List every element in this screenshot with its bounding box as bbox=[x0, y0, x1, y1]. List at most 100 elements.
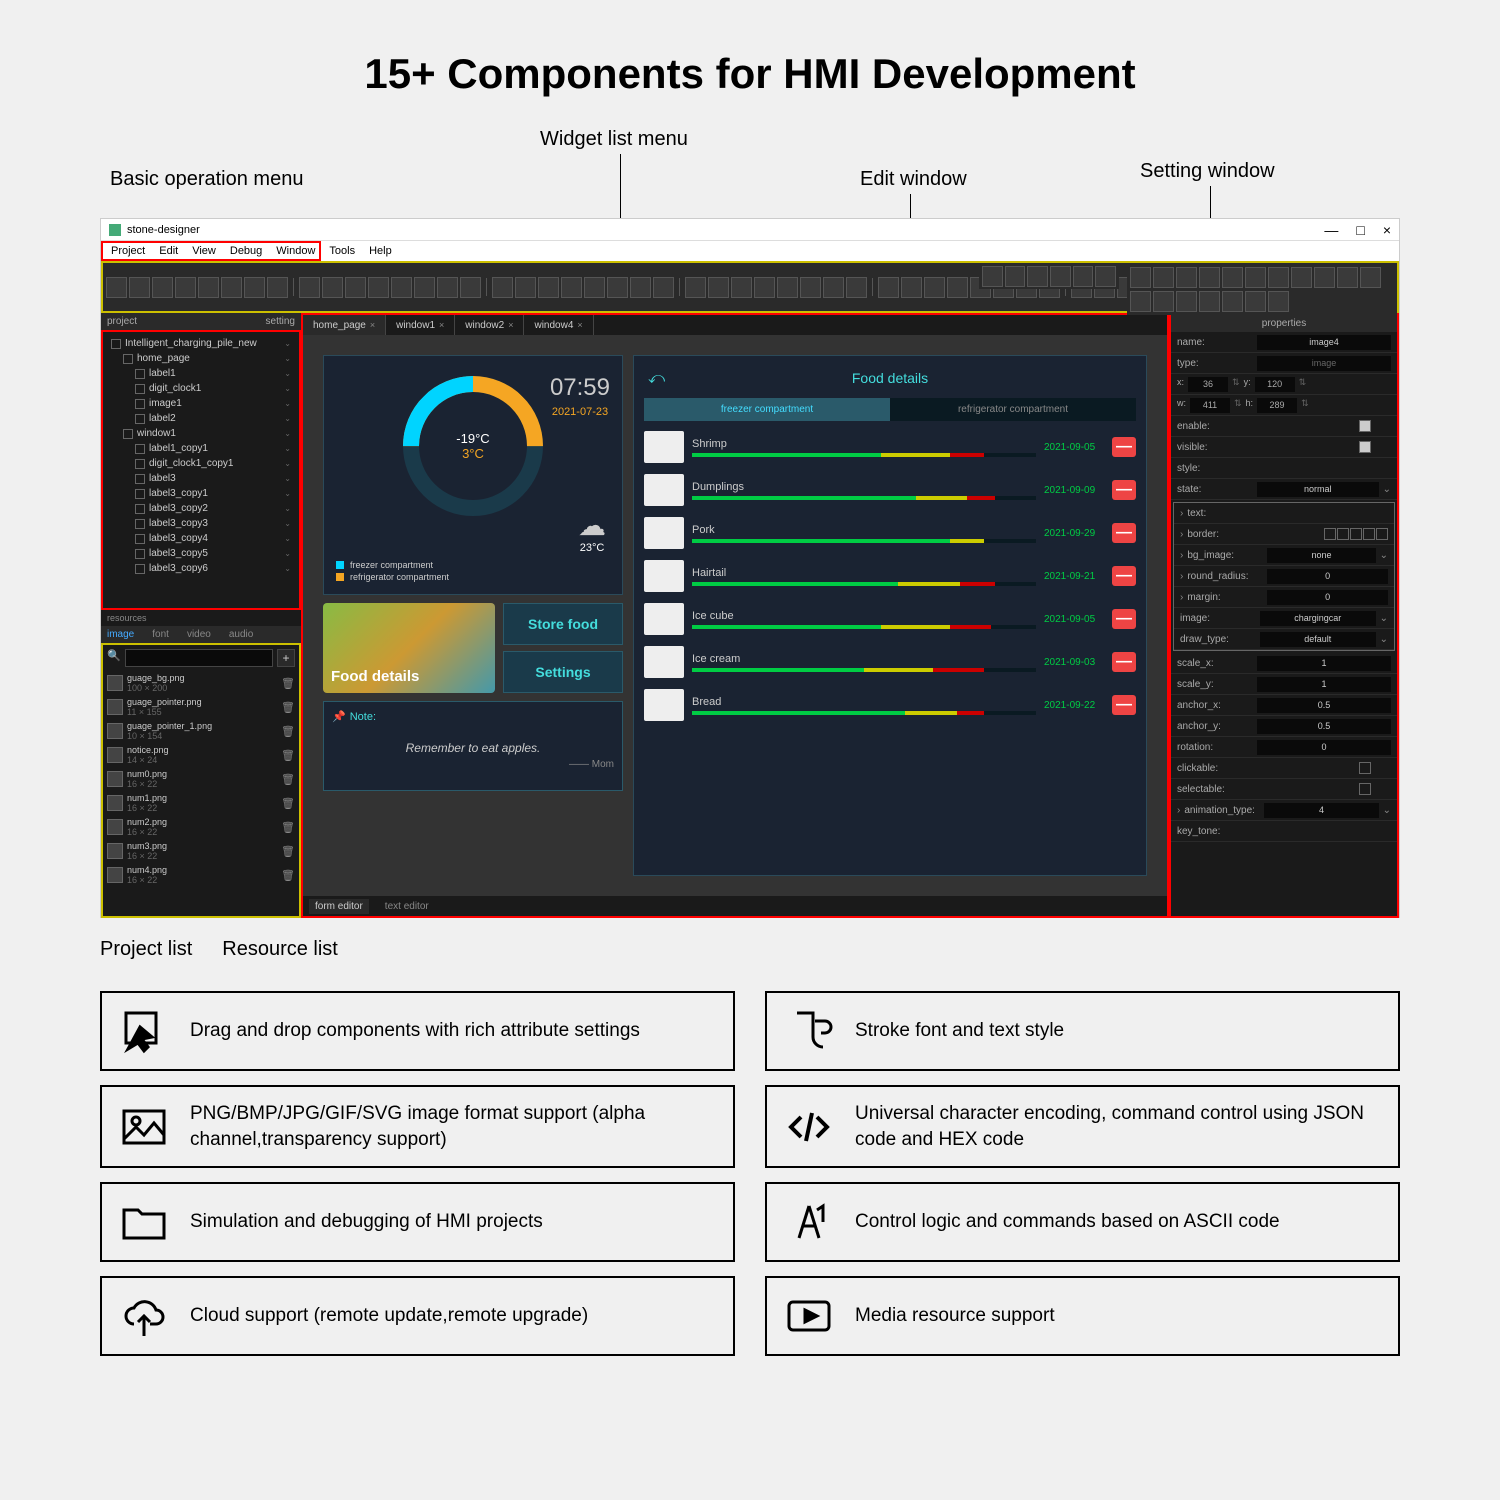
menu-window[interactable]: Window bbox=[276, 245, 315, 257]
res-tab-video[interactable]: video bbox=[187, 629, 211, 640]
menu-edit[interactable]: Edit bbox=[159, 245, 178, 257]
delete-icon[interactable]: 🗑 bbox=[281, 773, 295, 786]
res-tab-font[interactable]: font bbox=[152, 629, 169, 640]
prop-round[interactable]: 0 bbox=[1267, 569, 1388, 584]
delete-food-button[interactable]: — bbox=[1112, 480, 1136, 500]
tree-item[interactable]: Intelligent_charging_pile_new⌄ bbox=[107, 336, 295, 351]
prop-draw[interactable]: default bbox=[1260, 632, 1376, 647]
toolbar-icon[interactable] bbox=[630, 277, 651, 298]
tree-item[interactable]: label3_copy2⌄ bbox=[107, 501, 295, 516]
bottom-tab[interactable]: text editor bbox=[379, 899, 435, 914]
prop-image[interactable]: chargingcar bbox=[1260, 611, 1376, 626]
delete-icon[interactable]: 🗑 bbox=[281, 725, 295, 738]
prop-x[interactable]: 36 bbox=[1188, 377, 1228, 392]
toolbar-icon[interactable] bbox=[198, 277, 219, 298]
back-button[interactable]: ⤺ bbox=[648, 370, 665, 388]
toolbar-icon[interactable] bbox=[106, 277, 127, 298]
tool-icon[interactable] bbox=[1176, 267, 1197, 288]
resource-item[interactable]: num3.png16 × 22🗑 bbox=[107, 839, 295, 863]
resource-item[interactable]: num4.png16 × 22🗑 bbox=[107, 863, 295, 887]
toolbar-icon[interactable] bbox=[515, 277, 536, 298]
tree-item[interactable]: window1⌄ bbox=[107, 426, 295, 441]
tool-icon[interactable] bbox=[1153, 291, 1174, 312]
toolbar-icon[interactable] bbox=[267, 277, 288, 298]
delete-icon[interactable]: 🗑 bbox=[281, 749, 295, 762]
tool-icon[interactable] bbox=[1268, 267, 1289, 288]
menu-help[interactable]: Help bbox=[369, 245, 392, 257]
align-icon[interactable] bbox=[1073, 266, 1094, 287]
store-food-button[interactable]: Store food bbox=[503, 603, 623, 645]
prop-sx[interactable]: 1 bbox=[1257, 656, 1391, 671]
resource-item[interactable]: num1.png16 × 22🗑 bbox=[107, 791, 295, 815]
toolbar-icon[interactable] bbox=[685, 277, 706, 298]
toolbar-icon[interactable] bbox=[492, 277, 513, 298]
maximize-button[interactable]: □ bbox=[1356, 222, 1364, 238]
close-tab-icon[interactable]: × bbox=[370, 320, 375, 330]
delete-food-button[interactable]: — bbox=[1112, 566, 1136, 586]
tree-item[interactable]: digit_clock1⌄ bbox=[107, 381, 295, 396]
delete-icon[interactable]: 🗑 bbox=[281, 869, 295, 882]
toolbar-icon[interactable] bbox=[708, 277, 729, 298]
tool-icon[interactable] bbox=[1360, 267, 1381, 288]
prop-bg[interactable]: none bbox=[1267, 548, 1375, 563]
delete-food-button[interactable]: — bbox=[1112, 609, 1136, 629]
toolbar-icon[interactable] bbox=[368, 277, 389, 298]
toolbar-icon[interactable] bbox=[947, 277, 968, 298]
toolbar-icon[interactable] bbox=[391, 277, 412, 298]
editor-tab[interactable]: window1 × bbox=[386, 315, 455, 335]
menu-view[interactable]: View bbox=[192, 245, 216, 257]
toolbar-icon[interactable] bbox=[345, 277, 366, 298]
toolbar-icon[interactable] bbox=[924, 277, 945, 298]
delete-food-button[interactable]: — bbox=[1112, 695, 1136, 715]
toolbar-icon[interactable] bbox=[653, 277, 674, 298]
align-icon[interactable] bbox=[1050, 266, 1071, 287]
toolbar-icon[interactable] bbox=[460, 277, 481, 298]
prop-w[interactable]: 411 bbox=[1190, 398, 1230, 413]
tool-icon[interactable] bbox=[1268, 291, 1289, 312]
tree-item[interactable]: image1⌄ bbox=[107, 396, 295, 411]
prop-name[interactable]: image4 bbox=[1257, 335, 1391, 350]
setting-tab[interactable]: setting bbox=[266, 316, 295, 327]
prop-sy[interactable]: 1 bbox=[1257, 677, 1391, 692]
tool-icon[interactable] bbox=[1314, 267, 1335, 288]
delete-food-button[interactable]: — bbox=[1112, 437, 1136, 457]
toolbar-icon[interactable] bbox=[800, 277, 821, 298]
tree-item[interactable]: label3_copy4⌄ bbox=[107, 531, 295, 546]
delete-icon[interactable]: 🗑 bbox=[281, 797, 295, 810]
tool-icon[interactable] bbox=[1222, 291, 1243, 312]
tree-item[interactable]: label1⌄ bbox=[107, 366, 295, 381]
food-details-card[interactable]: Food details bbox=[323, 603, 495, 693]
editor-tab[interactable]: window4 × bbox=[524, 315, 593, 335]
menu-debug[interactable]: Debug bbox=[230, 245, 262, 257]
prop-ax[interactable]: 0.5 bbox=[1257, 698, 1391, 713]
close-tab-icon[interactable]: × bbox=[577, 320, 582, 330]
delete-food-button[interactable]: — bbox=[1112, 523, 1136, 543]
toolbar-icon[interactable] bbox=[221, 277, 242, 298]
freezer-tab[interactable]: freezer compartment bbox=[644, 398, 890, 421]
close-tab-icon[interactable]: × bbox=[439, 320, 444, 330]
tool-icon[interactable] bbox=[1245, 267, 1266, 288]
toolbar-icon[interactable] bbox=[901, 277, 922, 298]
menu-tools[interactable]: Tools bbox=[329, 245, 355, 257]
toolbar-icon[interactable] bbox=[152, 277, 173, 298]
tool-icon[interactable] bbox=[1130, 267, 1151, 288]
tree-item[interactable]: label3_copy6⌄ bbox=[107, 561, 295, 576]
toolbar-icon[interactable] bbox=[538, 277, 559, 298]
toolbar-icon[interactable] bbox=[584, 277, 605, 298]
resource-item[interactable]: notice.png14 × 24🗑 bbox=[107, 743, 295, 767]
bottom-tab[interactable]: form editor bbox=[309, 899, 369, 914]
tool-icon[interactable] bbox=[1153, 267, 1174, 288]
toolbar-icon[interactable] bbox=[175, 277, 196, 298]
tree-item[interactable]: label3⌄ bbox=[107, 471, 295, 486]
toolbar-icon[interactable] bbox=[244, 277, 265, 298]
editor-tab[interactable]: home_page × bbox=[303, 315, 386, 335]
prop-ay[interactable]: 0.5 bbox=[1257, 719, 1391, 734]
align-icon[interactable] bbox=[1095, 266, 1116, 287]
tool-icon[interactable] bbox=[1337, 267, 1358, 288]
resource-item[interactable]: guage_pointer.png11 × 155🗑 bbox=[107, 695, 295, 719]
toolbar-icon[interactable] bbox=[437, 277, 458, 298]
tree-item[interactable]: label3_copy3⌄ bbox=[107, 516, 295, 531]
project-tab[interactable]: project bbox=[107, 316, 137, 327]
prop-margin[interactable]: 0 bbox=[1267, 590, 1388, 605]
resource-item[interactable]: guage_pointer_1.png10 × 154🗑 bbox=[107, 719, 295, 743]
